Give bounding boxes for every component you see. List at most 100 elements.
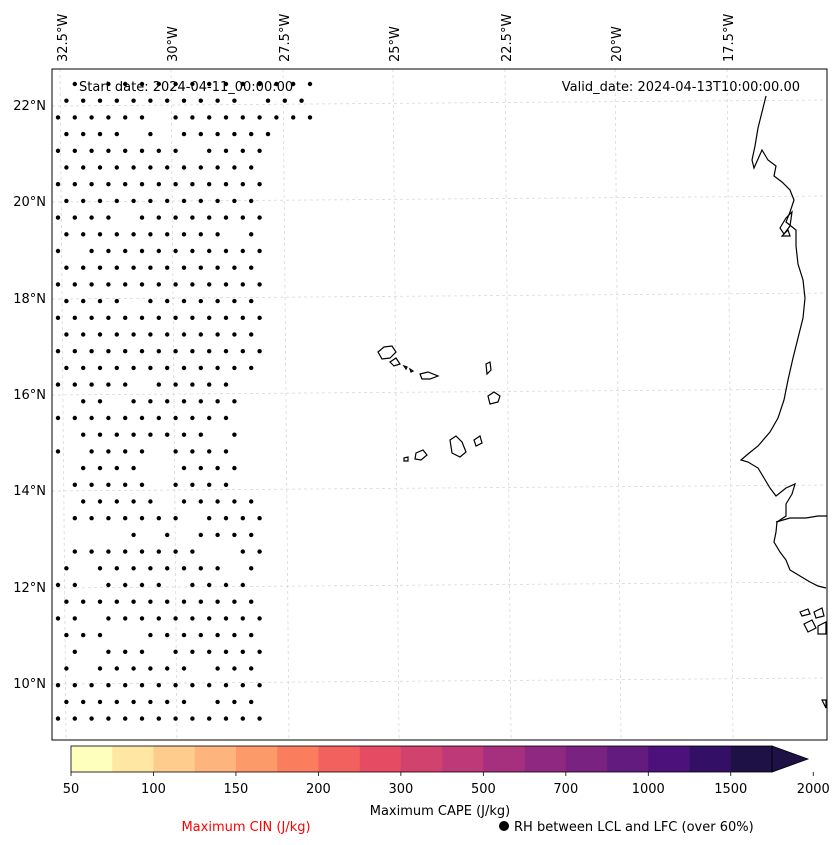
- rh-dot: [123, 683, 128, 688]
- rh-dot: [131, 499, 136, 504]
- rh-dot: [223, 248, 229, 254]
- rh-dot: [114, 98, 120, 103]
- rh-dot: [223, 148, 229, 153]
- rh-dot: [131, 232, 136, 237]
- rh-dot: [139, 449, 145, 454]
- rh-dot: [198, 198, 203, 204]
- rh-dot: [89, 683, 94, 688]
- rh-dot: [64, 98, 69, 103]
- rh-dot: [173, 315, 178, 320]
- colorbar-tick-label: 700: [553, 782, 578, 797]
- rh-dot: [55, 315, 61, 320]
- rh-dot: [207, 649, 212, 654]
- rh-dot: [114, 432, 120, 437]
- rh-dot: [173, 215, 178, 220]
- rh-dot: [55, 616, 61, 621]
- rh-dot: [190, 449, 195, 454]
- colorbar-swatch: [71, 746, 113, 772]
- rh-dot: [106, 349, 111, 354]
- rh-dot: [232, 465, 237, 471]
- rh-legend-marker: [499, 821, 509, 831]
- rh-dot: [106, 182, 111, 187]
- rh-dot: [240, 549, 245, 554]
- colorbar-tick-label: 150: [224, 782, 249, 797]
- rh-dot: [81, 365, 86, 371]
- rh-dot: [249, 666, 254, 671]
- rh-dot: [223, 215, 229, 220]
- rh-dot: [114, 165, 120, 170]
- rh-dot: [207, 382, 212, 387]
- rh-dot: [232, 666, 237, 671]
- rh-dot: [215, 499, 220, 504]
- rh-dot: [215, 298, 220, 304]
- coastline-cape-verde: [377, 345, 501, 462]
- rh-dot: [165, 232, 170, 237]
- rh-dot: [123, 482, 128, 487]
- rh-dot: [173, 349, 178, 354]
- meridian-gridline: [170, 68, 178, 741]
- colorbar-tick-label: 1500: [714, 782, 747, 797]
- rh-dot: [123, 382, 128, 387]
- rh-dot: [190, 716, 195, 721]
- rh-dot: [123, 81, 128, 87]
- rh-dot: [89, 248, 94, 254]
- rh-dot: [249, 632, 254, 638]
- rh-dot: [223, 282, 229, 287]
- rh-dot: [190, 282, 195, 287]
- colorbar-tick-label: 50: [63, 782, 80, 797]
- valid-date-label: Valid_date: 2024-04-13T10:00:00.00: [562, 80, 800, 95]
- rh-dot: [97, 432, 103, 437]
- rh-dot: [257, 716, 262, 721]
- rh-dot: [223, 716, 229, 721]
- rh-dot: [265, 98, 271, 103]
- colorbar-swatch: [194, 746, 237, 772]
- rh-dot: [156, 315, 161, 320]
- rh-dot: [249, 265, 254, 270]
- rh-dot: [148, 298, 153, 304]
- rh-dot: [257, 282, 262, 287]
- rh-dot: [97, 165, 103, 170]
- rh-dot: [232, 499, 237, 504]
- rh-dot: [181, 332, 187, 337]
- rh-dot: [123, 282, 128, 287]
- rh-dot: [207, 683, 212, 688]
- colorbar-tick-label: 300: [388, 782, 413, 797]
- rh-dot: [148, 599, 153, 604]
- rh-dot: [81, 131, 86, 137]
- rh-dot: [173, 516, 178, 521]
- rh-dot: [240, 616, 245, 621]
- rh-dot: [81, 399, 86, 404]
- rh-dot: [181, 198, 187, 204]
- longitude-labels: 32.5°W 30°W 27.5°W 25°W 22.5°W 20°W 17.5…: [56, 14, 737, 62]
- lon-label: 32.5°W: [56, 14, 71, 62]
- rh-dot: [148, 399, 153, 404]
- rh-dot: [207, 349, 212, 354]
- rh-dot: [97, 699, 103, 705]
- rh-dot: [148, 566, 153, 571]
- rh-dot: [173, 716, 178, 721]
- rh-dot: [240, 115, 245, 120]
- rh-dot: [114, 465, 120, 471]
- rh-dot: [139, 248, 145, 254]
- rh-dot: [181, 632, 187, 638]
- rh-dot: [215, 232, 220, 237]
- rh-dot: [240, 248, 245, 254]
- rh-dot: [64, 699, 69, 705]
- rh-dot: [123, 349, 128, 354]
- rh-dot: [173, 115, 178, 120]
- colorbar-swatch: [235, 746, 278, 772]
- rh-dot: [97, 465, 103, 471]
- rh-dot: [81, 265, 86, 270]
- colorbar-tick-label: 2000: [797, 782, 830, 797]
- rh-dot: [232, 198, 237, 204]
- rh-dot: [156, 516, 161, 521]
- rh-dot: [131, 532, 136, 538]
- rh-dot: [131, 399, 136, 404]
- meridian-gridline: [726, 68, 734, 741]
- rh-dot: [139, 148, 145, 153]
- rh-dot: [190, 616, 195, 621]
- rh-dot: [207, 516, 212, 521]
- rh-dot: [114, 131, 120, 137]
- rh-dot: [89, 549, 94, 554]
- rh-dot: [181, 666, 187, 671]
